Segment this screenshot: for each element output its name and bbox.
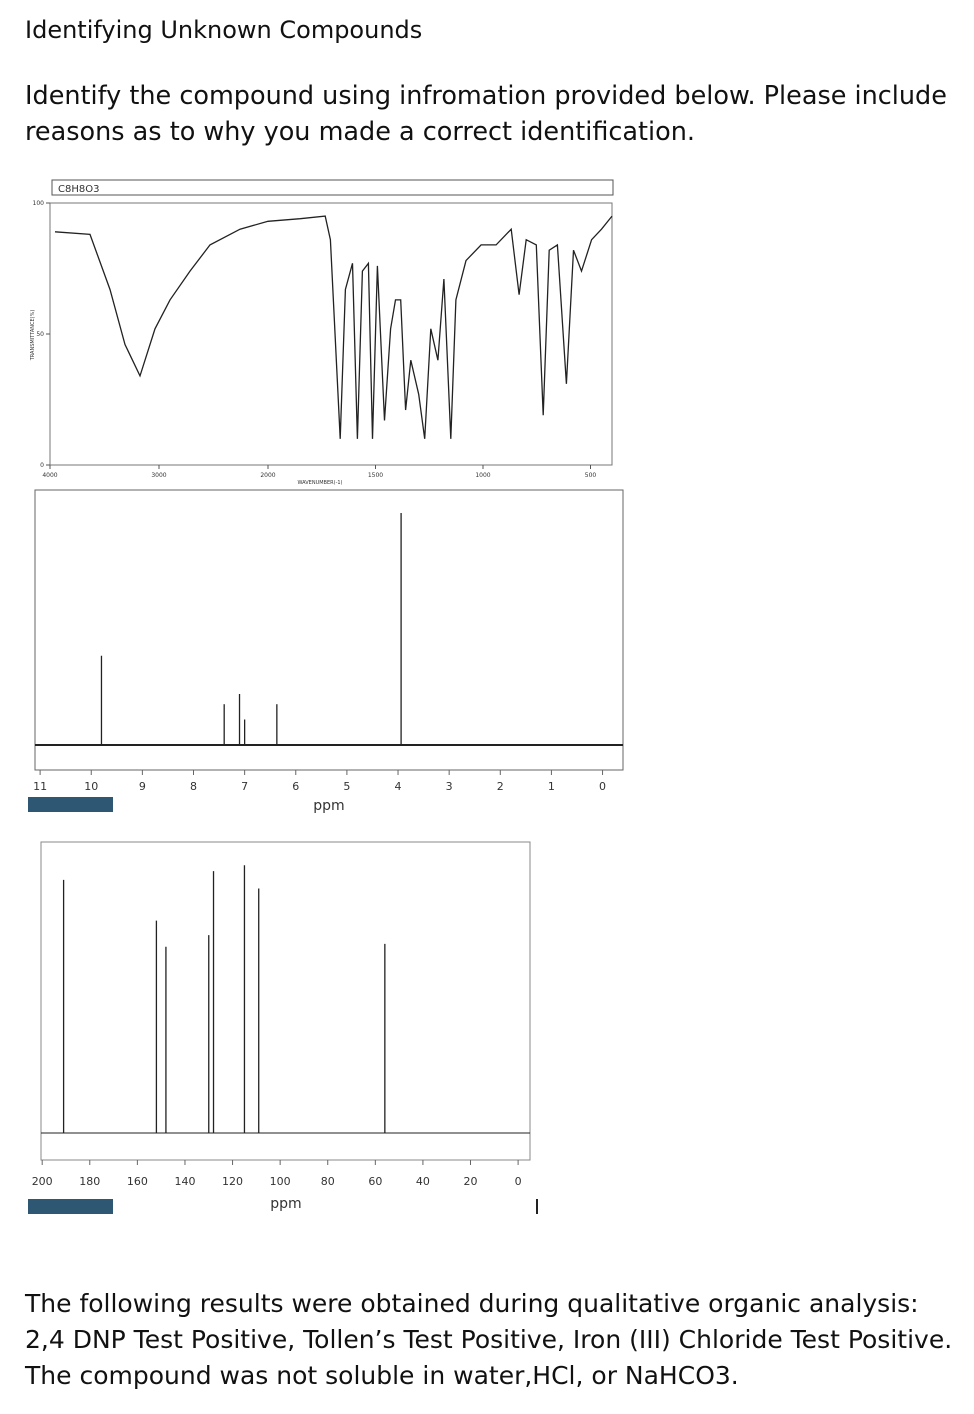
x-tick-label: 5 bbox=[343, 780, 350, 793]
x-tick-label: 120 bbox=[222, 1175, 243, 1188]
results: The following results were obtained duri… bbox=[25, 1289, 953, 1390]
y-tick-label: 100 bbox=[33, 200, 45, 207]
button-bar bbox=[28, 1199, 113, 1214]
formula-box bbox=[51, 179, 614, 196]
x-tick-label: 4000 bbox=[42, 472, 57, 479]
y-tick-label: 0 bbox=[40, 462, 44, 469]
x-tick-label: 8 bbox=[190, 780, 197, 793]
x-tick-label: 2000 bbox=[260, 472, 275, 479]
x-tick-label: 180 bbox=[79, 1175, 100, 1188]
x-tick-label: 200 bbox=[32, 1175, 53, 1188]
x-tick-label: 6 bbox=[292, 780, 299, 793]
x-tick-label: 9 bbox=[139, 780, 146, 793]
title: Identifying Unknown Compounds bbox=[25, 16, 423, 44]
x-tick-label: 500 bbox=[585, 472, 597, 479]
x-tick-label: 0 bbox=[515, 1175, 522, 1188]
x-tick-label: 1 bbox=[548, 780, 555, 793]
x-tick-label: 1000 bbox=[475, 472, 490, 479]
x-tick-label: 160 bbox=[127, 1175, 148, 1188]
question: Identify the compound using infromation … bbox=[25, 81, 947, 147]
x-tick-label: 40 bbox=[416, 1175, 430, 1188]
x-tick-label: 100 bbox=[270, 1175, 291, 1188]
y-axis-label: TRANSMITTANCE(%) bbox=[30, 310, 36, 362]
x-tick-label: 1500 bbox=[368, 472, 383, 479]
c13-frame bbox=[40, 841, 531, 1161]
x-tick-label: 7 bbox=[241, 780, 248, 793]
x-tick-label: 0 bbox=[599, 780, 606, 793]
x-tick-label: 3 bbox=[446, 780, 453, 793]
x-tick-label: 140 bbox=[174, 1175, 195, 1188]
x-tick-label: 60 bbox=[368, 1175, 382, 1188]
x-axis-label: ppm bbox=[313, 798, 344, 814]
x-tick-label: 10 bbox=[84, 780, 98, 793]
x-tick-label: 20 bbox=[464, 1175, 478, 1188]
ir-curve bbox=[54, 215, 613, 439]
x-axis-label: WAVENUMBER(-1) bbox=[297, 480, 342, 486]
x-tick-label: 3000 bbox=[151, 472, 166, 479]
h1-frame bbox=[34, 489, 624, 771]
x-axis-label: ppm bbox=[270, 1196, 301, 1212]
x-tick-label: 4 bbox=[395, 780, 402, 793]
x-tick-label: 11 bbox=[33, 780, 47, 793]
x-tick-label: 2 bbox=[497, 780, 504, 793]
formula: C8H8O3 bbox=[58, 184, 99, 195]
y-tick-label: 50 bbox=[36, 331, 44, 338]
x-tick-label: 80 bbox=[321, 1175, 335, 1188]
button-bar bbox=[28, 797, 113, 812]
